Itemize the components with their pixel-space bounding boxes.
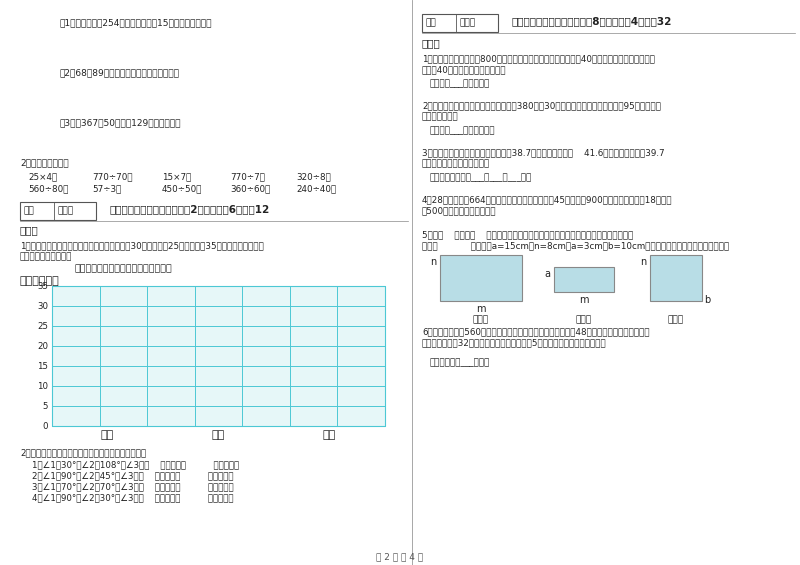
Text: 六、应用知识，解决问题（兲8小题，每题4分，八32: 六、应用知识，解决问题（兲8小题，每题4分，八32	[512, 16, 672, 26]
Text: 分）。: 分）。	[422, 38, 441, 48]
Text: 770÷7＝: 770÷7＝	[230, 172, 265, 181]
Text: 答：两车___小时相遇。: 答：两车___小时相遇。	[430, 79, 490, 88]
Text: 面的统计图补充完整。: 面的统计图补充完整。	[20, 252, 73, 261]
Text: a: a	[544, 269, 550, 279]
Text: 57÷3＝: 57÷3＝	[92, 184, 122, 193]
Text: n: n	[430, 257, 436, 267]
Text: m: m	[476, 304, 486, 314]
Text: 第 2 页 共 4 页: 第 2 页 共 4 页	[377, 552, 423, 561]
Text: 450÷50＝: 450÷50＝	[162, 184, 202, 193]
Bar	[554, 267, 614, 292]
Text: 560÷80＝: 560÷80＝	[28, 184, 69, 193]
Text: 2．服装厂生产一批服装，如果每天生产380件，30天完成任务，如果每天生产多95件，需要多: 2．服装厂生产一批服装，如果每天生产380件，30天完成任务，如果每天生产多95…	[422, 101, 661, 110]
Text: 0: 0	[42, 422, 48, 431]
Bar	[52, 286, 385, 426]
Text: （3）比367的50倍，多129的数是多少？: （3）比367的50倍，多129的数是多少？	[60, 118, 182, 127]
Text: 10: 10	[37, 382, 48, 391]
Text: 答：需要___天完成任务。: 答：需要___天完成任务。	[430, 126, 496, 135]
Text: 女装: 女装	[323, 430, 336, 440]
Text: 分）。: 分）。	[20, 225, 38, 235]
Bar	[422, 14, 498, 32]
Text: 米，求三段绳子各长多少米？: 米，求三段绳子各长多少米？	[422, 159, 490, 168]
Text: 3．∠1＝70°，∠2＝70°，∠3＝（    ），它是（          ）三角形。: 3．∠1＝70°，∠2＝70°，∠3＝（ ），它是（ ）三角形。	[32, 482, 234, 491]
Text: 得分: 得分	[425, 18, 436, 27]
Text: 1．某服装厂第一季度生产服装情况如下：男袃30万套，童袃25万套，女袃35万套，根据数据把下: 1．某服装厂第一季度生产服装情况如下：男袃30万套，童袃25万套，女袃35万套，…	[20, 241, 264, 250]
Text: （一）: （一）	[473, 315, 489, 324]
Text: 770÷70＝: 770÷70＝	[92, 172, 133, 181]
Text: 2．直接写出得数。: 2．直接写出得数。	[20, 158, 69, 167]
Text: 320÷8＝: 320÷8＝	[296, 172, 331, 181]
Bar	[20, 202, 96, 220]
Text: 少天完成任务？: 少天完成任务？	[422, 112, 458, 121]
Text: 评卷人: 评卷人	[459, 18, 475, 27]
Text: 4．∠1＝90°，∠2＝30°，∠3＝（    ），它是（          ）三角形。: 4．∠1＝90°，∠2＝30°，∠3＝（ ），它是（ ）三角形。	[32, 493, 234, 502]
Text: 240÷40＝: 240÷40＝	[296, 184, 336, 193]
Text: 2．∠1＝90°，∠2＝45°，∠3＝（    ），它是（          ）三角形。: 2．∠1＝90°，∠2＝45°，∠3＝（ ），它是（ ）三角形。	[32, 471, 234, 480]
Bar	[650, 255, 702, 301]
Text: 3．一根绳子分成三段，第一、二段长38.7米，第二、三段长    41.6米，第一、三段长39.7: 3．一根绳子分成三段，第一、二段长38.7米，第二、三段长 41.6米，第一、三…	[422, 148, 665, 157]
Text: 答：三段绳子各长___，___，___米。: 答：三段绳子各长___，___，___米。	[430, 173, 532, 182]
Text: 20: 20	[37, 342, 48, 351]
Text: 评卷人: 评卷人	[58, 206, 74, 215]
Text: 童装: 童装	[212, 430, 225, 440]
Text: （2）68与89的和乘以他们的差，积是多少？: （2）68与89的和乘以他们的差，积是多少？	[60, 68, 180, 77]
Text: b: b	[704, 295, 710, 305]
Text: 4．28名老师带着664名同学去春游，每辆大车可坐45人，租金900元，每辆小车可坐18人，租: 4．28名老师带着664名同学去春游，每辆大车可坐45人，租金900元，每辆小车…	[422, 195, 673, 204]
Text: （二）: （二）	[576, 315, 592, 324]
Text: 数量（万套）: 数量（万套）	[20, 276, 60, 286]
Text: 每小时40千米，两车几小时相遇？: 每小时40千米，两车几小时相遇？	[422, 65, 506, 74]
Text: 五、认真思考，综合能力（兲2小题，每题6分，八12: 五、认真思考，综合能力（兲2小题，每题6分，八12	[110, 204, 270, 214]
Text: 25: 25	[37, 322, 48, 331]
Text: 答：两车相距___千米。: 答：两车相距___千米。	[430, 358, 490, 367]
Text: 示是（            ），如果a=15cm，n=8cm，a=3cm，b=10cm，那拼成后的面积是多少平方厘米？: 示是（ ），如果a=15cm，n=8cm，a=3cm，b=10cm，那拼成后的面…	[422, 241, 730, 250]
Text: 5．第（    ）个和（    ）个长方形可以拼成一个新的大长方形，拼成后的面积用字母表: 5．第（ ）个和（ ）个长方形可以拼成一个新的大长方形，拼成后的面积用字母表	[422, 230, 634, 239]
Text: 得分: 得分	[23, 206, 34, 215]
Text: 金500元，怎样租车最省錢？: 金500元，怎样租车最省錢？	[422, 206, 497, 215]
Text: 15: 15	[37, 362, 48, 371]
Text: 1．∠1＝30°，∠2＝108°，∠3＝（    ），它是（          ）三角形。: 1．∠1＝30°，∠2＝108°，∠3＝（ ），它是（ ）三角形。	[32, 460, 239, 469]
Text: 35: 35	[37, 282, 48, 291]
Text: （1）已知甲数是254，乙数是甲数的15倍，乙数是多少？: （1）已知甲数是254，乙数是甲数的15倍，乙数是多少？	[60, 18, 213, 27]
Bar	[440, 255, 522, 301]
Text: 6．甲乙两地相距560千米，一辆汽车从甲地开往乙地，每小时48千米，另一辆汽车从乙地开: 6．甲乙两地相距560千米，一辆汽车从甲地开往乙地，每小时48千米，另一辆汽车从…	[422, 327, 650, 336]
Text: （三）: （三）	[668, 315, 684, 324]
Bar	[52, 286, 385, 426]
Text: 2．求下面三角形中角的度数，并指出是什么三角形。: 2．求下面三角形中角的度数，并指出是什么三角形。	[20, 448, 146, 457]
Text: 25×4＝: 25×4＝	[28, 172, 58, 181]
Text: 往甲地，每小时32千米，两车从两地相对开出5小时后，两车相距多少千米？: 往甲地，每小时32千米，两车从两地相对开出5小时后，两车相距多少千米？	[422, 338, 606, 347]
Text: 15×7＝: 15×7＝	[162, 172, 191, 181]
Text: m: m	[579, 295, 589, 305]
Text: 5: 5	[42, 402, 48, 411]
Text: 30: 30	[37, 302, 48, 311]
Text: 360÷60＝: 360÷60＝	[230, 184, 270, 193]
Text: n: n	[640, 257, 646, 267]
Text: 男装: 男装	[101, 430, 114, 440]
Text: 某服装厂第一季度生产服装情况统计图: 某服装厂第一季度生产服装情况统计图	[75, 264, 173, 273]
Text: 1．小汽车和卡车从相距800千米的两端同时相向而行，在离中点40千米的地方相遇。已知卡车: 1．小汽车和卡车从相距800千米的两端同时相向而行，在离中点40千米的地方相遇。…	[422, 54, 655, 63]
